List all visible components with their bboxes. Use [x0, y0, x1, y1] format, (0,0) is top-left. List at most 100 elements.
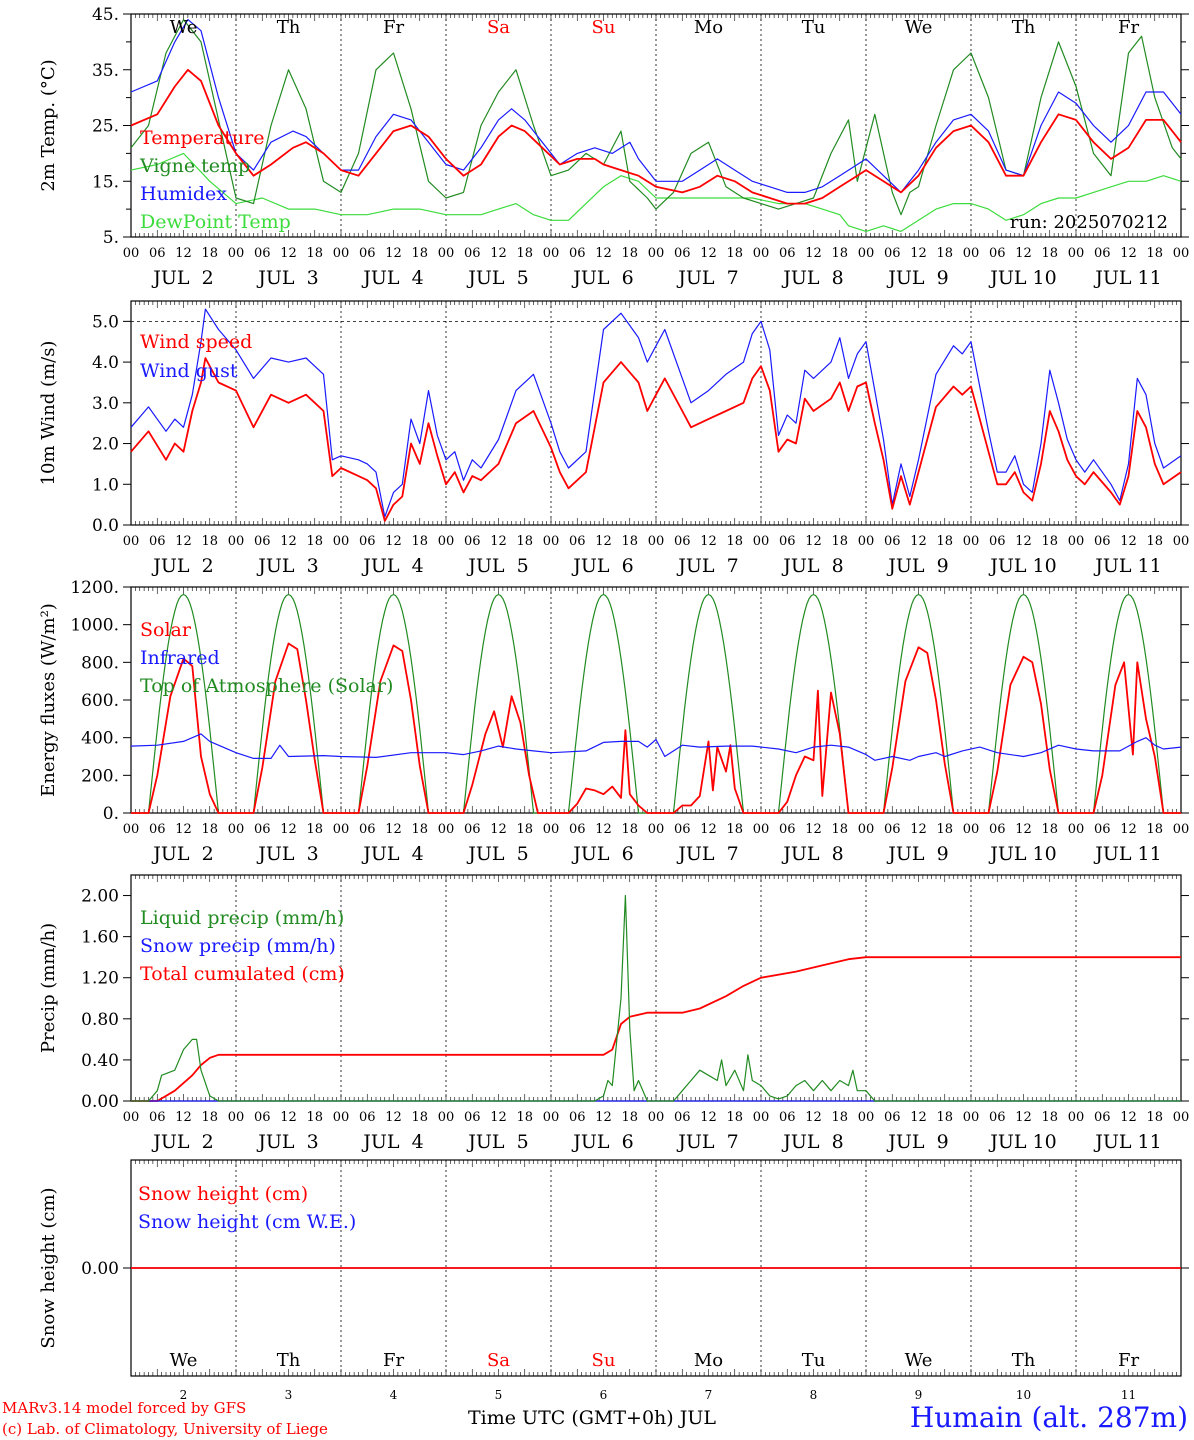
hour-label: 06 [674, 822, 691, 837]
hour-label: 00 [858, 1110, 875, 1125]
hour-label: 12 [385, 822, 402, 837]
hour-label: 18 [201, 822, 218, 837]
hour-label: 18 [201, 1110, 218, 1125]
hour-label: 18 [1041, 534, 1058, 549]
date-label: JUL 8 [781, 1131, 843, 1153]
hour-label: 18 [831, 1110, 848, 1125]
hour-label: 00 [1173, 534, 1190, 549]
weekday-label: Su [592, 17, 616, 38]
series-line-infrared [130, 733, 1182, 761]
hour-label: 12 [490, 1110, 507, 1125]
hour-label: 00 [648, 246, 665, 261]
energy-panel: 0. 200. 400. 600. 800. 1000. 1200. Energy fluxe… [38, 578, 1189, 865]
y-tick-label: 200. [81, 766, 119, 786]
y-tick-label: 4.0 [92, 353, 119, 373]
legend-entry: Liquid precip (mm/h) [140, 907, 344, 929]
weekday-label: Th [277, 1350, 301, 1371]
hour-label: 12 [490, 246, 507, 261]
y-axis-label: Precip (mm/h) [38, 923, 59, 1053]
hour-label: 00 [543, 822, 560, 837]
hour-label: 12 [910, 822, 927, 837]
date-label: JUL 11 [1093, 267, 1161, 289]
day-number: 5 [495, 1388, 503, 1402]
hour-label: 00 [753, 1110, 770, 1125]
hour-label: 06 [254, 822, 271, 837]
hour-label: 12 [595, 534, 612, 549]
hour-label: 18 [936, 822, 953, 837]
y-tick-label: 600. [81, 691, 119, 711]
hour-label: 06 [674, 534, 691, 549]
weekday-label: Th [1012, 17, 1036, 38]
hour-label: 12 [910, 1110, 927, 1125]
hour-label: 06 [149, 246, 166, 261]
day-number: 8 [810, 1388, 818, 1402]
station-name: Humain (alt. 287m) [910, 1401, 1188, 1434]
hour-label: 00 [123, 246, 140, 261]
legend-entry: Top of Atmosphere (Solar) [140, 675, 393, 697]
date-label: JUL 9 [886, 1131, 948, 1153]
hour-label: 12 [700, 822, 717, 837]
hour-label: 00 [858, 246, 875, 261]
hour-label: 12 [1015, 246, 1032, 261]
hour-label: 18 [306, 822, 323, 837]
hour-label: 12 [910, 246, 927, 261]
hour-label: 18 [306, 1110, 323, 1125]
date-label: JUL 3 [256, 267, 318, 289]
hour-label: 00 [963, 1110, 980, 1125]
hour-label: 06 [989, 246, 1006, 261]
hour-label: 00 [648, 1110, 665, 1125]
hour-label: 06 [254, 246, 271, 261]
series-line-wind-speed [130, 357, 1182, 522]
legend-entry: DewPoint Temp [140, 211, 291, 233]
hour-label: 00 [1173, 1110, 1190, 1125]
hour-label: 06 [464, 534, 481, 549]
day-number: 6 [600, 1388, 608, 1402]
hour-label: 12 [700, 1110, 717, 1125]
legend-entry: Wind gust [140, 360, 238, 382]
weekday-label: Mo [694, 1350, 723, 1371]
hour-label: 18 [1146, 1110, 1163, 1125]
y-axis-label: Snow height (cm) [38, 1187, 59, 1348]
legend-entry: Snow precip (mm/h) [140, 935, 336, 957]
date-label: JUL 4 [361, 267, 423, 289]
hour-label: 06 [359, 1110, 376, 1125]
date-label: JUL 9 [886, 555, 948, 577]
day-number: 2 [180, 1388, 188, 1402]
y-tick-label: 1.60 [81, 928, 119, 948]
y-tick-label: 1000. [70, 616, 119, 636]
hour-label: 18 [726, 822, 743, 837]
hour-label: 12 [385, 246, 402, 261]
y-tick-label: 0.00 [81, 1259, 119, 1279]
hour-label: 06 [674, 1110, 691, 1125]
hour-label: 06 [149, 822, 166, 837]
hour-label: 12 [175, 822, 192, 837]
date-label: JUL 3 [256, 843, 318, 865]
hour-label: 06 [1094, 1110, 1111, 1125]
hour-label: 06 [1094, 246, 1111, 261]
hour-label: 12 [805, 1110, 822, 1125]
hour-label: 12 [595, 822, 612, 837]
hour-label: 06 [1094, 822, 1111, 837]
hour-label: 06 [359, 822, 376, 837]
hour-label: 12 [1120, 822, 1137, 837]
series-line-dewpoint-temp [130, 152, 1182, 232]
legend-entry: Snow height (cm W.E.) [138, 1211, 356, 1233]
hour-label: 12 [280, 822, 297, 837]
hour-label: 00 [543, 246, 560, 261]
hour-label: 06 [359, 534, 376, 549]
hour-label: 00 [648, 822, 665, 837]
hour-label: 18 [726, 246, 743, 261]
lab-credit: (c) Lab. of Climatology, University of L… [2, 1420, 328, 1438]
hour-label: 06 [779, 1110, 796, 1125]
hour-label: 12 [175, 1110, 192, 1125]
hour-label: 12 [280, 534, 297, 549]
weekday-label: Sa [487, 17, 510, 38]
plot-frame [130, 586, 1182, 814]
date-label: JUL 7 [676, 555, 738, 577]
hour-label: 06 [884, 246, 901, 261]
hour-label: 18 [201, 534, 218, 549]
legend-entry: Total cumulated (cm) [140, 963, 345, 985]
hour-label: 00 [123, 822, 140, 837]
hour-label: 00 [1173, 822, 1190, 837]
y-tick-label: 400. [81, 729, 119, 749]
